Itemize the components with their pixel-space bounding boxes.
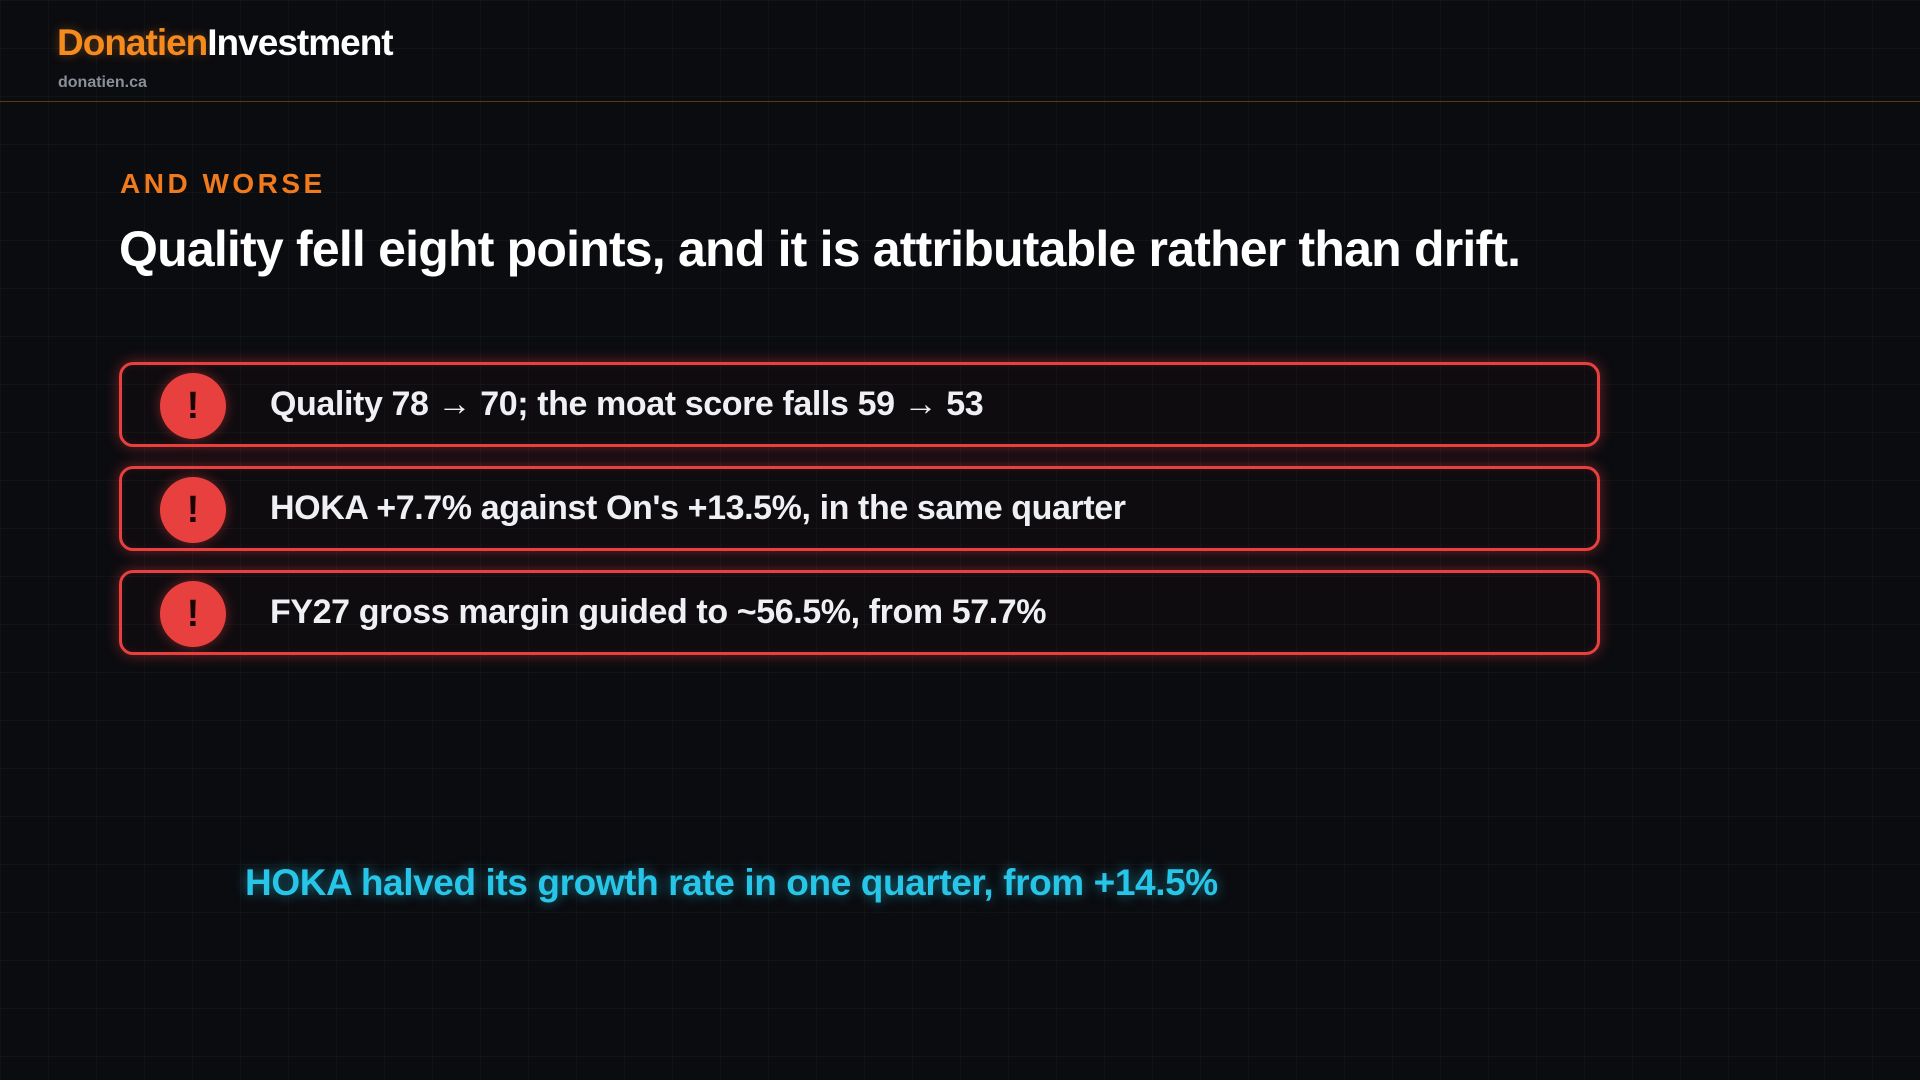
alert-text: HOKA +7.7% against On's +13.5%, in the s… [270,489,1126,527]
exclamation-icon: ! [160,477,226,543]
brand-logo: DonatienInvestment [57,22,394,64]
exclamation-icon: ! [160,581,226,647]
slide-headline: Quality fell eight points, and it is att… [119,221,1521,277]
alert-text: FY27 gross margin guided to ~56.5%, from… [270,593,1047,631]
brand-domain: donatien.ca [58,74,147,91]
brand-name-part2: Investment [207,22,393,63]
alert-list: ! Quality 78 → 70; the moat score falls … [119,362,1600,674]
alert-item: ! HOKA +7.7% against On's +13.5%, in the… [119,466,1600,551]
alert-item: ! Quality 78 → 70; the moat score falls … [119,362,1600,447]
exclamation-icon: ! [160,373,226,439]
header: DonatienInvestment donatien.ca [0,0,1920,102]
section-eyebrow: AND WORSE [120,168,326,199]
brand-name-part1: Donatien [57,22,208,63]
callout-text: HOKA halved its growth rate in one quart… [245,862,1218,903]
alert-item: ! FY27 gross margin guided to ~56.5%, fr… [119,570,1600,655]
alert-text: Quality 78 → 70; the moat score falls 59… [270,385,984,423]
